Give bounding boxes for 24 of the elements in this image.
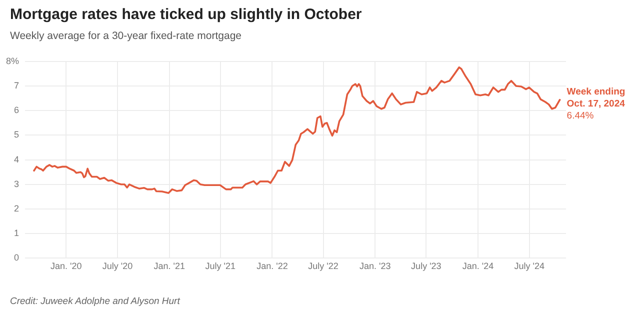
x-tick-label: Jan. '24 bbox=[462, 261, 494, 272]
x-tick-label: July '24 bbox=[514, 261, 544, 272]
annotation: 6.44% bbox=[566, 110, 594, 122]
chart-title: Mortgage rates have ticked up slightly in October bbox=[10, 6, 362, 23]
text: Credit: Juweek Adolphe and Alyson Hurt bbox=[10, 296, 180, 307]
x-tick-label: Jan. '20 bbox=[50, 261, 82, 272]
y-tick-label: 8% bbox=[6, 56, 20, 66]
x-tick-label: Jan. '21 bbox=[154, 261, 185, 272]
x-tick-label: July '21 bbox=[205, 261, 236, 272]
y-tick-label: 4 bbox=[14, 154, 20, 164]
x-tick-label: July '20 bbox=[102, 261, 133, 272]
x-tick-label: July '23 bbox=[411, 261, 442, 272]
y-tick-label: 1 bbox=[14, 228, 20, 238]
y-tick-label: 7 bbox=[14, 80, 20, 90]
x-tick-label: July '22 bbox=[308, 261, 338, 272]
y-tick-label: 2 bbox=[14, 203, 20, 214]
y-tick-label: 5 bbox=[14, 130, 20, 140]
x-tick-label: Jan. '22 bbox=[256, 261, 288, 272]
annotation: Week ending Oct. 17, 2024 bbox=[566, 86, 626, 110]
y-tick-label: 0 bbox=[14, 252, 20, 263]
chart-subtitle: Weekly average for a 30-year fixed-rate mortgage bbox=[10, 30, 242, 42]
y-tick-label: 3 bbox=[14, 178, 20, 189]
x-tick-label: Jan. '23 bbox=[360, 261, 391, 272]
y-tick-label: 6 bbox=[14, 105, 20, 116]
